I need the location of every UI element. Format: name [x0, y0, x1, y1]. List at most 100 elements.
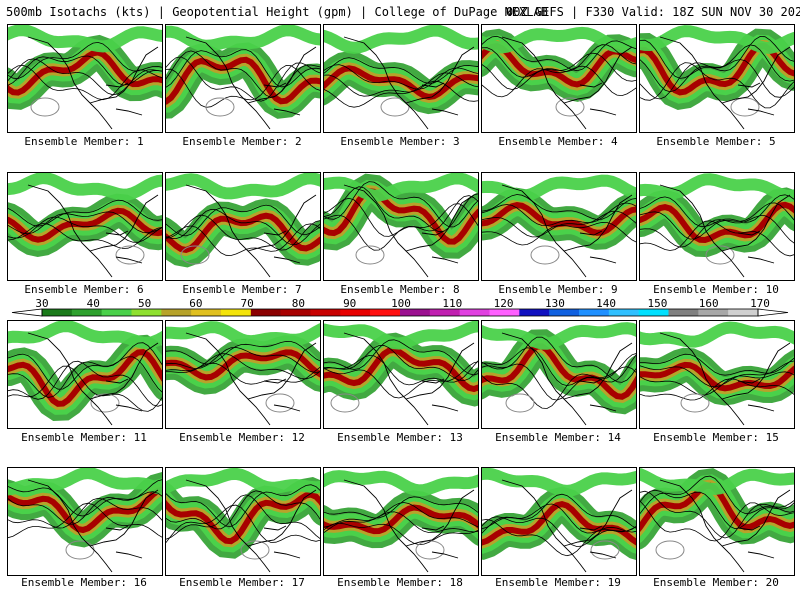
height-contour-south — [705, 245, 735, 265]
height-contour-south — [240, 540, 270, 560]
ensemble-map-panel — [639, 467, 795, 576]
height-contour — [166, 214, 320, 251]
isotach-band-north — [166, 321, 320, 348]
coastline — [27, 479, 159, 573]
colorbar-arrow-left — [11, 308, 43, 317]
ensemble-map-panel — [639, 320, 795, 429]
ensemble-map-panel — [7, 24, 163, 133]
ensemble-map-panel — [323, 467, 479, 576]
height-contour — [482, 503, 636, 534]
member-map — [8, 173, 162, 278]
colorbar-segment — [459, 309, 490, 316]
member-caption: Ensemble Member: 6 — [24, 283, 144, 296]
member-map — [482, 26, 636, 130]
height-contour-south — [90, 393, 120, 413]
height-contour-south — [415, 540, 445, 560]
height-contour — [324, 511, 478, 534]
height-contour — [8, 64, 162, 101]
coastline — [27, 36, 159, 130]
member-map — [8, 25, 162, 130]
isotach-band-north — [166, 173, 320, 200]
colorbar-tick-label: 80 — [292, 298, 305, 310]
colorbar-tick-label: 60 — [189, 298, 202, 310]
height-contour — [166, 490, 320, 530]
member-caption: Ensemble Member: 20 — [653, 576, 779, 589]
member-map — [640, 321, 794, 426]
coastline — [501, 36, 633, 130]
member-map — [324, 470, 478, 573]
member-caption: Ensemble Member: 8 — [340, 283, 460, 296]
colorbar-tick-label: 90 — [343, 298, 356, 310]
height-contour — [166, 49, 320, 88]
height-contour — [8, 216, 162, 243]
member-caption: Ensemble Member: 10 — [653, 283, 779, 296]
member-map — [640, 25, 794, 130]
member-caption: Ensemble Member: 3 — [340, 135, 460, 148]
coastline — [343, 36, 475, 130]
height-contour-south — [590, 540, 620, 560]
height-contour — [640, 59, 794, 100]
valid-label: F330 Valid: 18Z SUN NOV 30 2025 — [585, 5, 800, 19]
isotach-band-north — [8, 25, 162, 53]
member-caption: Ensemble Member: 13 — [337, 431, 463, 444]
height-contour — [324, 64, 478, 90]
colorbar-tick-label: 50 — [138, 298, 151, 310]
coastline — [343, 332, 475, 426]
ensemble-map-panel — [323, 24, 479, 133]
isotach-band-north — [482, 322, 636, 350]
colorbar-segment — [489, 309, 520, 316]
isotach-band-north — [324, 173, 478, 202]
field-label: Geopotential Height (gpm) — [172, 5, 353, 19]
height-contour — [324, 355, 478, 386]
height-contour — [166, 362, 320, 385]
title-separator: | — [157, 5, 173, 19]
map-title: 500mb Isotachs (kts) | Geopotential Heig… — [6, 3, 800, 21]
isotach-band-north — [8, 468, 162, 496]
isotach-band-north — [640, 468, 794, 496]
height-contour — [8, 223, 162, 249]
colorbar-segment — [161, 309, 192, 316]
height-contour — [324, 181, 478, 228]
height-contour — [640, 378, 794, 401]
member-caption: Ensemble Member: 18 — [337, 576, 463, 589]
height-contour — [640, 202, 794, 240]
member-map — [640, 468, 794, 573]
height-contour — [640, 215, 794, 248]
coastline — [185, 332, 317, 426]
jet-core — [8, 349, 162, 407]
height-contour — [8, 55, 162, 86]
jet-core — [8, 207, 162, 243]
coastline — [185, 36, 317, 130]
member-caption: Ensemble Member: 17 — [179, 576, 305, 589]
ensemble-map-panel — [481, 24, 637, 133]
ensemble-map-panel — [639, 172, 795, 281]
height-contour — [8, 342, 162, 390]
height-contour — [482, 366, 636, 409]
height-contour-south — [680, 393, 710, 413]
run-label: 00Z GEFS — [506, 5, 564, 19]
height-contour — [166, 204, 320, 237]
member-map — [482, 174, 636, 278]
member-caption: Ensemble Member: 16 — [21, 576, 147, 589]
colorbar-tick-label: 110 — [442, 298, 462, 310]
height-contour — [8, 356, 162, 398]
height-contour — [8, 211, 162, 235]
coastline — [659, 332, 791, 426]
height-contour — [482, 65, 636, 98]
ensemble-map-panel — [165, 320, 321, 429]
coastline — [185, 184, 317, 278]
member-caption: Ensemble Member: 1 — [24, 135, 144, 148]
coastline — [659, 36, 791, 130]
member-caption: Ensemble Member: 9 — [498, 283, 618, 296]
height-contour — [166, 223, 320, 256]
height-contour — [166, 504, 320, 544]
coastline — [659, 184, 791, 278]
height-contour — [482, 336, 636, 383]
member-caption: Ensemble Member: 11 — [21, 431, 147, 444]
jet-core — [482, 343, 636, 400]
height-contour — [324, 72, 478, 97]
colorbar-tick-label: 130 — [545, 298, 565, 310]
colorbar-segment — [71, 309, 102, 316]
jet-core — [482, 500, 636, 546]
member-map — [324, 321, 478, 426]
